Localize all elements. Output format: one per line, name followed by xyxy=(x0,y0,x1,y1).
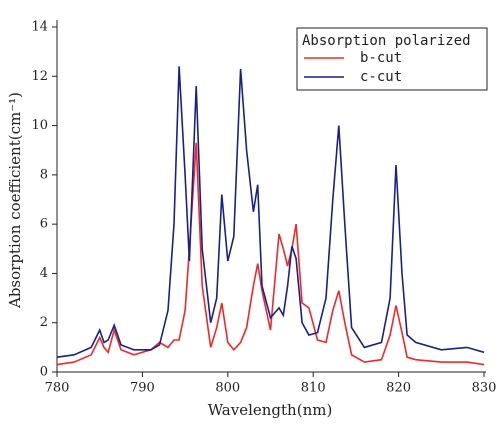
y-tick-label: 8 xyxy=(40,167,48,182)
x-tick-label: 820 xyxy=(386,381,411,396)
legend-box xyxy=(296,27,488,91)
y-tick-label: 2 xyxy=(40,315,48,330)
y-tick-label: 4 xyxy=(40,266,48,281)
series-line xyxy=(56,66,485,358)
y-tick-label: 12 xyxy=(31,69,48,84)
y-tick-label: 6 xyxy=(40,217,48,232)
y-tick-label: 0 xyxy=(40,365,48,380)
x-tick-label: 810 xyxy=(301,381,326,396)
series-line xyxy=(56,142,485,366)
y-axis-label: Absorption coefficient(cm⁻¹) xyxy=(6,92,24,309)
legend-label: b-cut xyxy=(360,50,402,66)
legend-title: Absorption polarized xyxy=(302,33,471,49)
x-tick-label: 780 xyxy=(45,381,70,396)
y-tick-label: 10 xyxy=(31,118,48,133)
y-tick-label: 14 xyxy=(31,20,48,35)
legend-label: c-cut xyxy=(360,69,402,85)
x-tick-label: 800 xyxy=(215,381,240,396)
x-axis-label: Wavelength(nm) xyxy=(208,401,333,419)
x-tick-label: 830 xyxy=(472,381,497,396)
x-tick-label: 790 xyxy=(130,381,155,396)
